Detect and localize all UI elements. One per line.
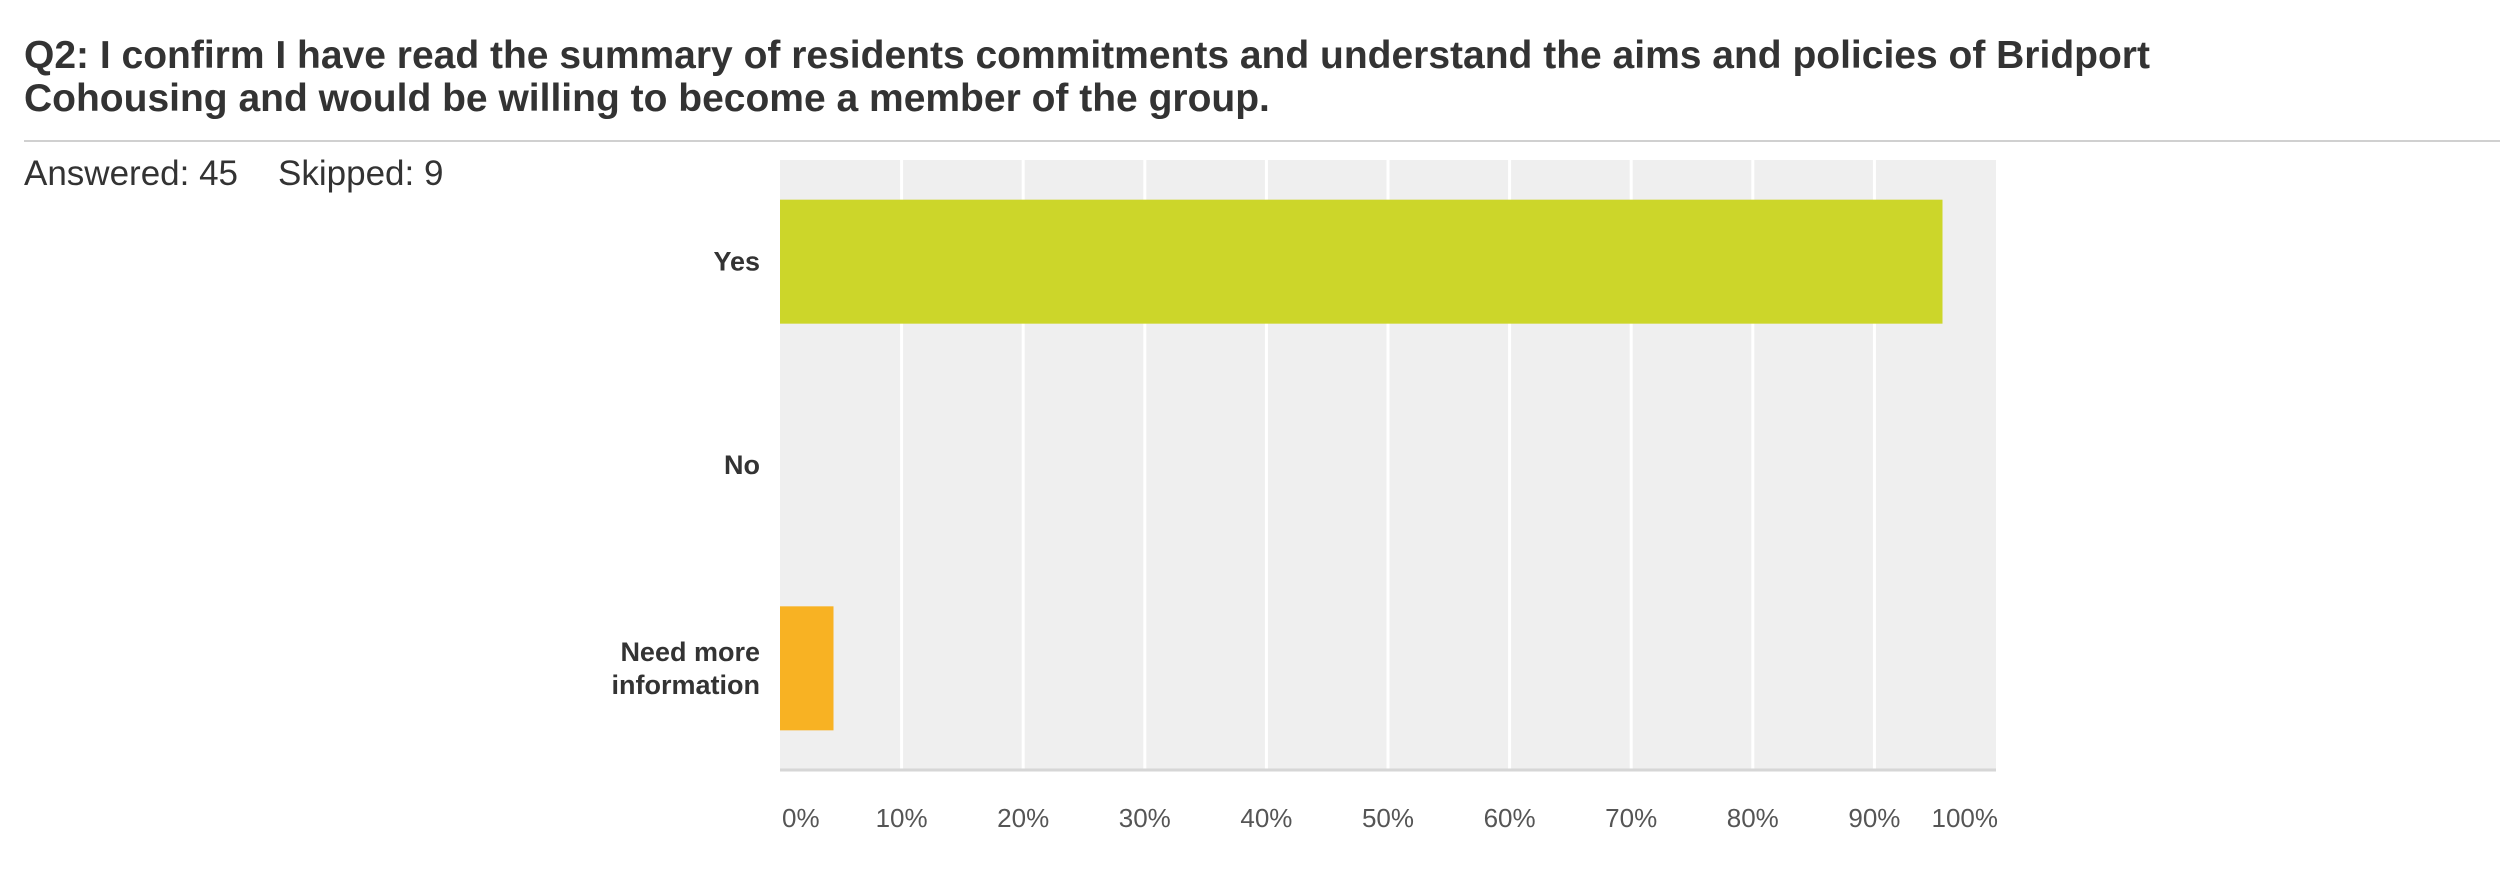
- x-tick-label: 40%: [1240, 803, 1292, 833]
- x-tick-label: 50%: [1362, 803, 1414, 833]
- x-tick-label: 0%: [782, 803, 820, 833]
- bar: [780, 606, 834, 731]
- question-title-line-2: Cohousing and would be willing to become…: [24, 77, 1270, 120]
- x-tick-label: 10%: [876, 803, 928, 833]
- category-label: Yes: [713, 247, 760, 277]
- x-tick-label: 90%: [1848, 803, 1900, 833]
- x-tick-label: 20%: [997, 803, 1049, 833]
- category-label: No: [724, 450, 760, 480]
- category-label: information: [612, 670, 761, 700]
- x-tick-label: 80%: [1727, 803, 1779, 833]
- x-tick-label: 100%: [1932, 803, 1999, 833]
- x-tick-label: 70%: [1605, 803, 1657, 833]
- category-label: Need more: [620, 637, 760, 667]
- answered-count: Answered: 45: [24, 154, 239, 193]
- x-tick-label: 60%: [1484, 803, 1536, 833]
- question-title-line-1: Q2: I confirm I have read the summary of…: [24, 34, 2150, 77]
- bar: [780, 199, 1943, 324]
- skipped-count: Skipped: 9: [278, 154, 444, 193]
- divider: [24, 140, 2500, 142]
- response-stats: Answered: 45 Skipped: 9: [24, 152, 443, 196]
- x-tick-label: 30%: [1119, 803, 1171, 833]
- question-title: Q2: I confirm I have read the summary of…: [24, 34, 2404, 120]
